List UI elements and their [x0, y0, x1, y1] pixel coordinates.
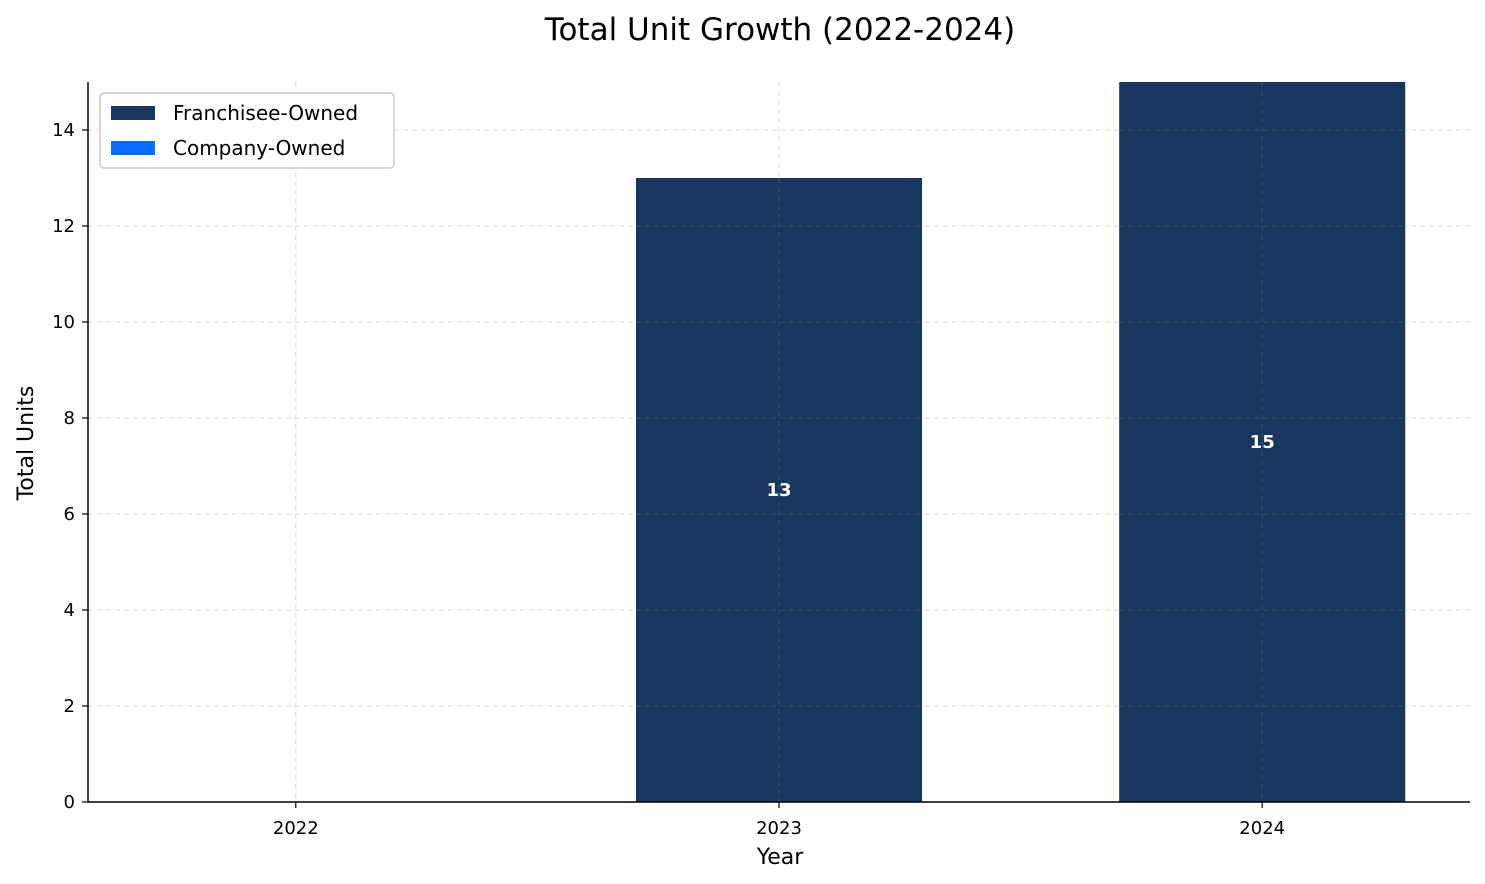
data-labels-layer: 13 15 — [766, 432, 1274, 501]
y-tick-label: 12 — [52, 216, 75, 237]
legend-label-company: Company-Owned — [173, 136, 345, 160]
bars-layer — [635, 82, 1406, 802]
legend-label-franchisee: Franchisee-Owned — [173, 101, 358, 125]
y-tick-label: 14 — [52, 120, 75, 141]
ticks-layer: 0 2 4 6 8 10 12 14 2022 2023 2024 — [52, 120, 1285, 839]
y-tick-label: 4 — [64, 600, 75, 621]
bar-franchisee-owned-2024 — [1119, 82, 1406, 802]
y-tick-label: 2 — [64, 696, 75, 717]
data-label-2023: 13 — [766, 480, 791, 501]
x-tick-label: 2023 — [756, 818, 802, 839]
y-tick-label: 6 — [64, 504, 75, 525]
chart-title: Total Unit Growth (2022-2024) — [544, 12, 1015, 48]
data-label-2024: 15 — [1250, 432, 1275, 453]
y-tick-label: 8 — [64, 408, 75, 429]
legend-swatch-franchisee — [111, 106, 155, 120]
x-tick-label: 2024 — [1239, 818, 1285, 839]
bar-franchisee-owned-2023 — [635, 178, 923, 802]
x-tick-label: 2022 — [273, 818, 319, 839]
x-axis-label: Year — [756, 845, 805, 870]
y-tick-label: 10 — [52, 312, 75, 333]
legend: Franchisee-Owned Company-Owned — [99, 92, 395, 169]
legend-frame — [99, 92, 395, 169]
y-tick-label: 0 — [64, 792, 75, 813]
y-axis-label: Total Units — [14, 386, 39, 502]
legend-swatch-company — [111, 141, 155, 155]
